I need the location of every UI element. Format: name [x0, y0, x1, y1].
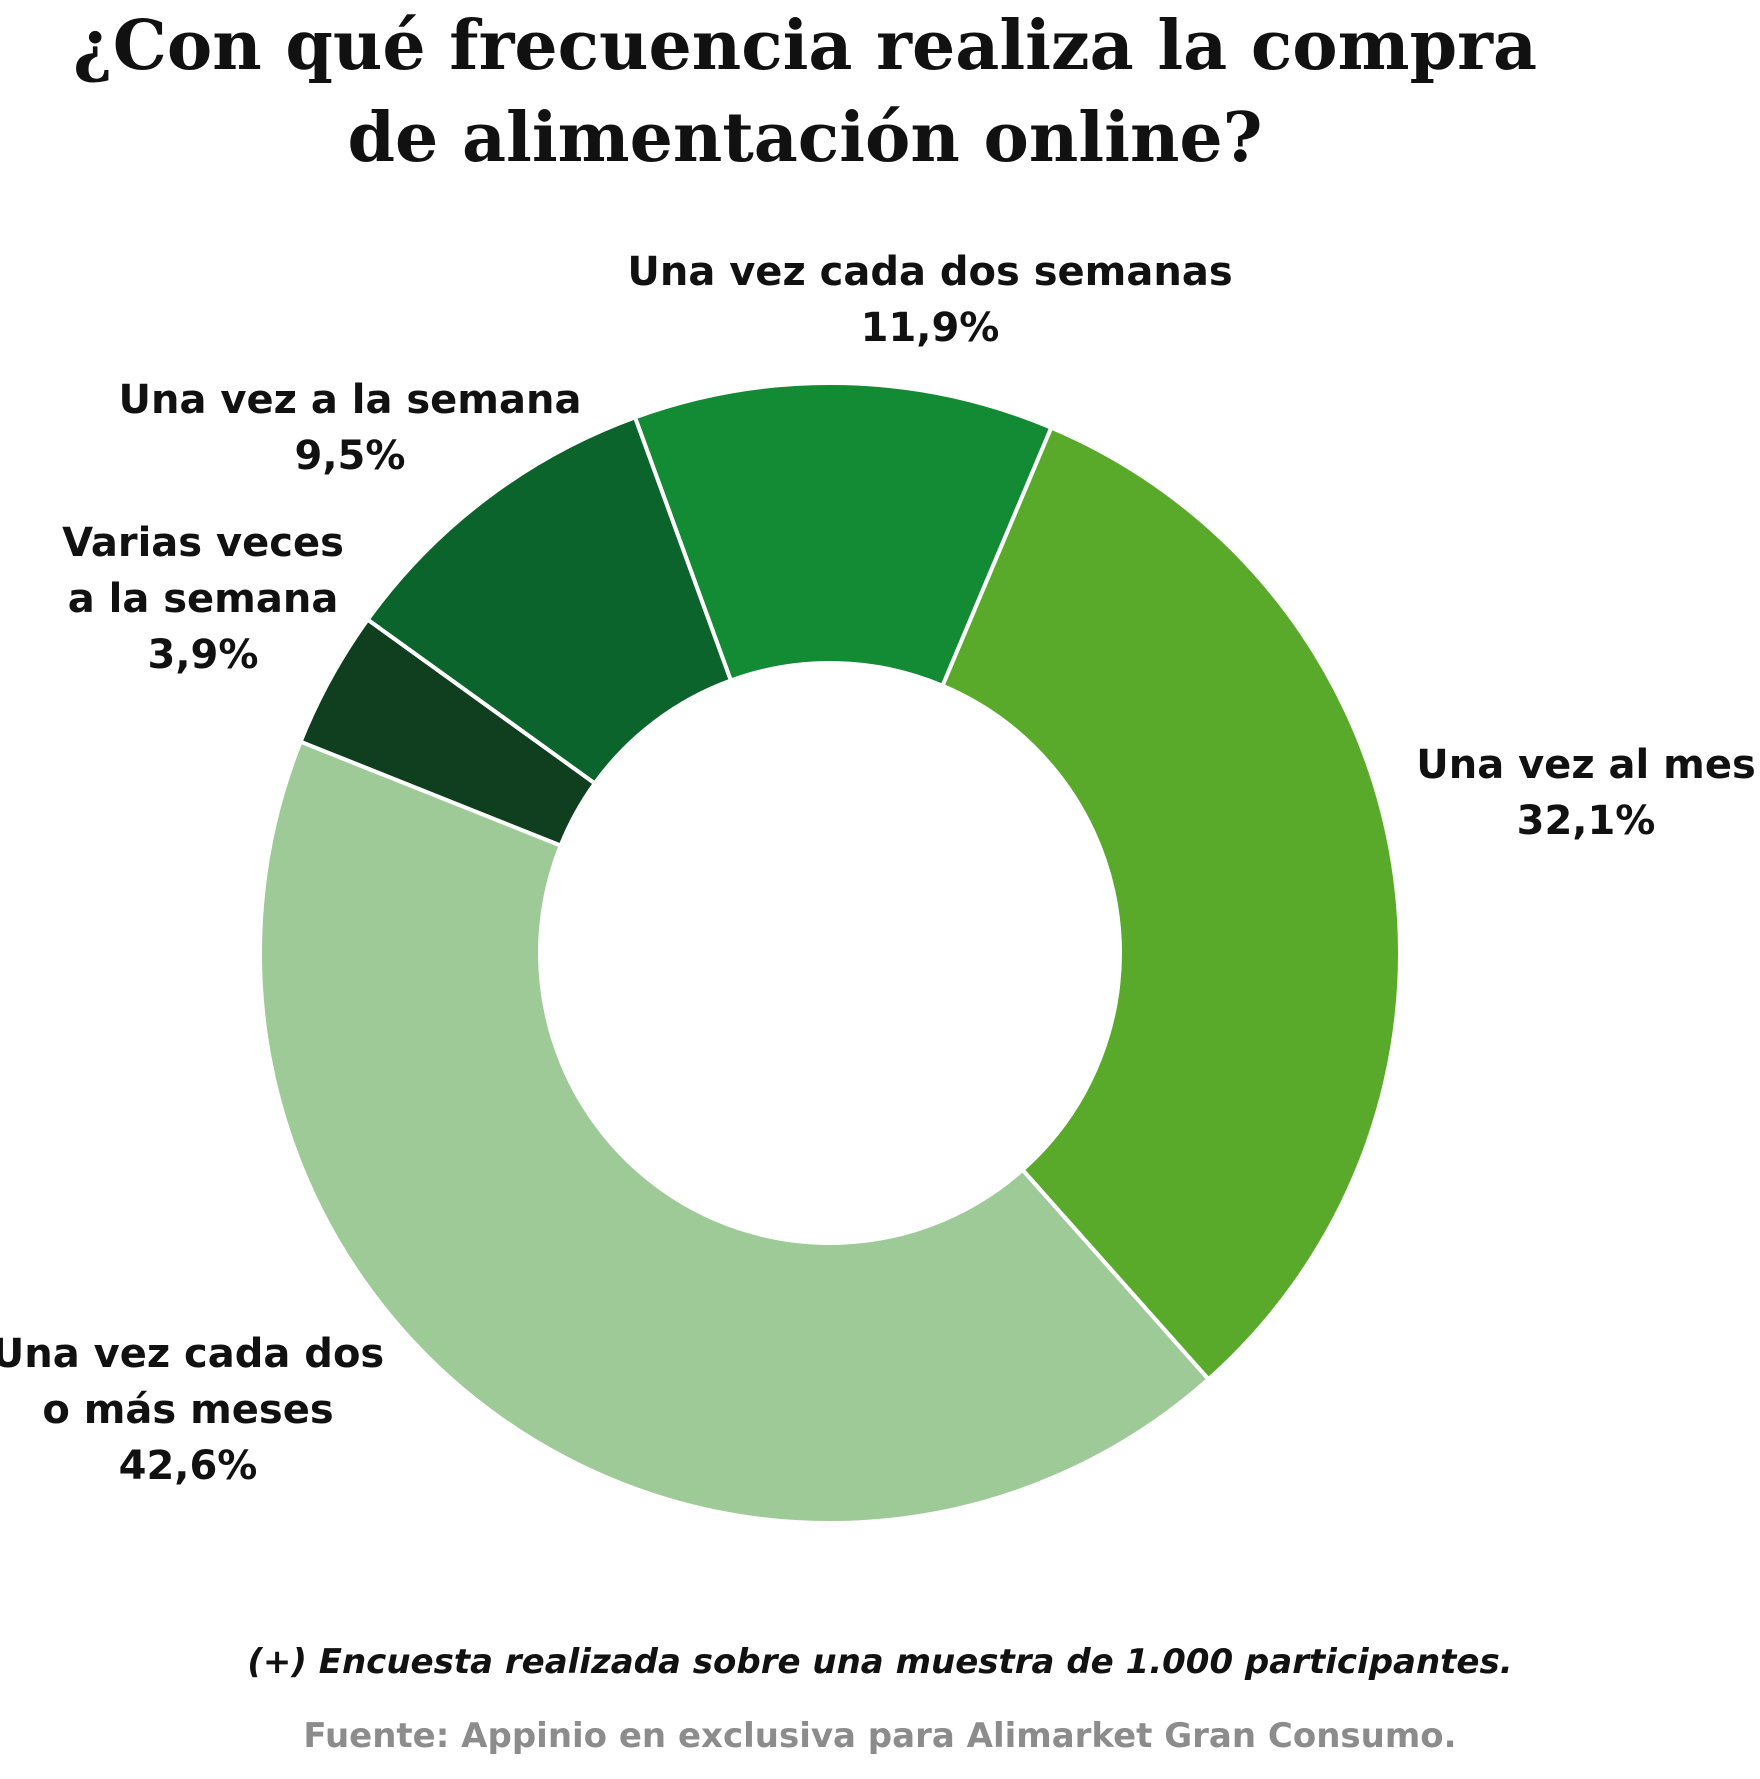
- slice-label-text: o más meses: [42, 1387, 334, 1433]
- slice-value-label: 11,9%: [860, 305, 1000, 351]
- slice-label-text: Varias veces: [62, 520, 344, 566]
- chart-title-line-2: de alimentación online?: [347, 98, 1263, 178]
- chart-title-line-1: ¿Con qué frecuencia realiza la compra: [72, 6, 1538, 86]
- slice-label-text: Una vez cada dos semanas: [627, 249, 1233, 295]
- slice-value-label: 42,6%: [118, 1443, 258, 1489]
- slice-label-text: Una vez cada dos: [0, 1331, 385, 1377]
- slice-label-una-vez-al-mes: Una vez al mes 32,1%: [1416, 737, 1756, 849]
- slice-label-text: a la semana: [67, 576, 339, 622]
- source-note: Fuente: Appinio en exclusiva para Alimar…: [303, 1716, 1457, 1756]
- donut-slice-2: [258, 739, 1212, 1525]
- slice-label-varias-veces-a-la-semana: Varias veces a la semana 3,9%: [62, 515, 344, 683]
- slice-label-una-vez-cada-dos-semanas: Una vez cada dos semanas 11,9%: [627, 244, 1232, 356]
- slice-label-una-vez-a-la-semana: Una vez a la semana 9,5%: [119, 372, 582, 484]
- donut-chart: [258, 381, 1402, 1525]
- donut-slice-4: [364, 414, 734, 787]
- survey-footnote: (+) Encuesta realizada sobre una muestra…: [247, 1642, 1513, 1682]
- slice-label-una-vez-cada-dos-o-mas-meses: Una vez cada dos o más meses 42,6%: [0, 1326, 384, 1494]
- donut-slice-1: [939, 425, 1402, 1383]
- slice-label-text: Una vez a la semana: [118, 377, 582, 423]
- donut-slice-0: [632, 381, 1054, 689]
- slice-value-label: 32,1%: [1516, 798, 1656, 844]
- slice-value-label: 3,9%: [147, 632, 259, 678]
- chart-title: ¿Con qué frecuencia realiza la compra de…: [0, 0, 1610, 184]
- slice-value-label: 9,5%: [294, 433, 406, 479]
- slice-label-text: Una vez al mes: [1416, 742, 1756, 788]
